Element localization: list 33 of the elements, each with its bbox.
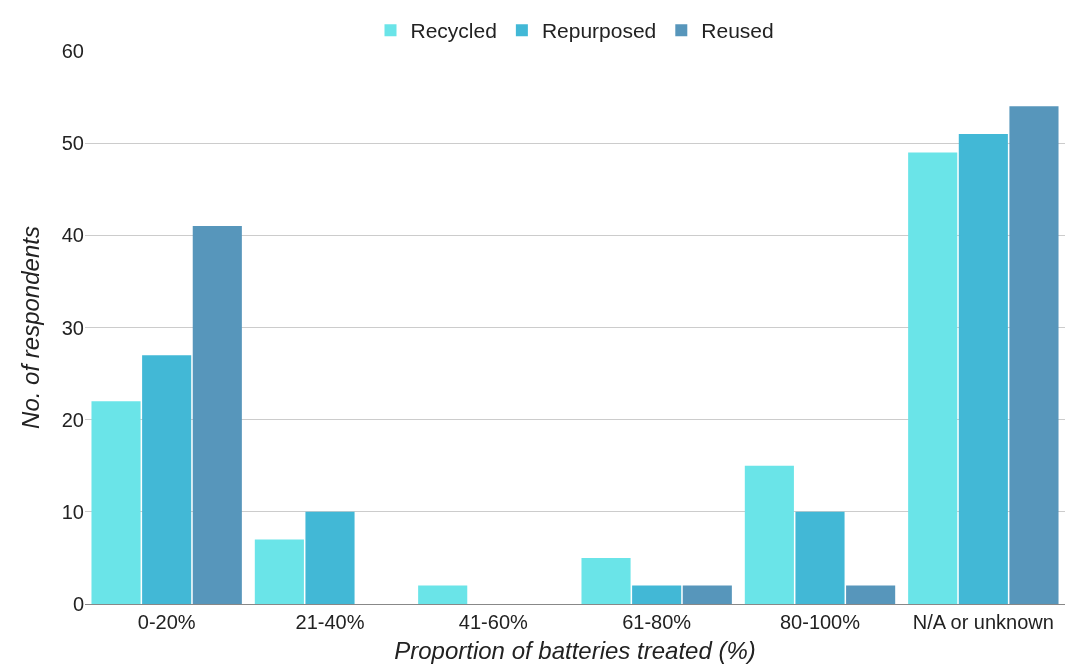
x-tick-label: 0-20% <box>137 611 196 633</box>
bar <box>254 539 304 604</box>
bar <box>1009 106 1059 604</box>
legend-label: Reused <box>701 19 774 43</box>
x-tick-label: 21-40% <box>295 611 365 633</box>
y-tick-label: 10 <box>61 500 84 523</box>
x-tick-label: N/A or unknown <box>912 611 1054 633</box>
bar <box>908 152 958 604</box>
x-tick-label: 61-80% <box>622 611 692 633</box>
bar <box>581 557 631 604</box>
bar <box>744 465 794 604</box>
bar <box>682 585 732 604</box>
legend-label: Recycled <box>410 19 497 43</box>
y-axis-title: No. of respondents <box>16 226 44 429</box>
y-tick-label: 60 <box>61 40 84 62</box>
bar <box>632 585 682 604</box>
bar <box>91 401 141 604</box>
bar <box>795 511 845 604</box>
bar <box>305 511 355 604</box>
y-tick-label: 40 <box>61 224 84 247</box>
x-tick-label: 41-60% <box>458 611 529 633</box>
x-axis-title: Proportion of batteries treated (%) <box>394 637 756 665</box>
bar <box>142 355 192 604</box>
y-tick-label: 30 <box>61 316 84 339</box>
y-tick-label: 0 <box>72 593 84 615</box>
y-tick-label: 50 <box>61 132 84 155</box>
legend-label: Repurposed <box>541 19 657 43</box>
bar <box>192 226 242 604</box>
bar <box>958 133 1008 604</box>
y-tick-label: 20 <box>61 408 84 431</box>
x-tick-label: 80-100% <box>779 611 861 633</box>
bar <box>418 585 468 604</box>
bar <box>846 585 896 604</box>
